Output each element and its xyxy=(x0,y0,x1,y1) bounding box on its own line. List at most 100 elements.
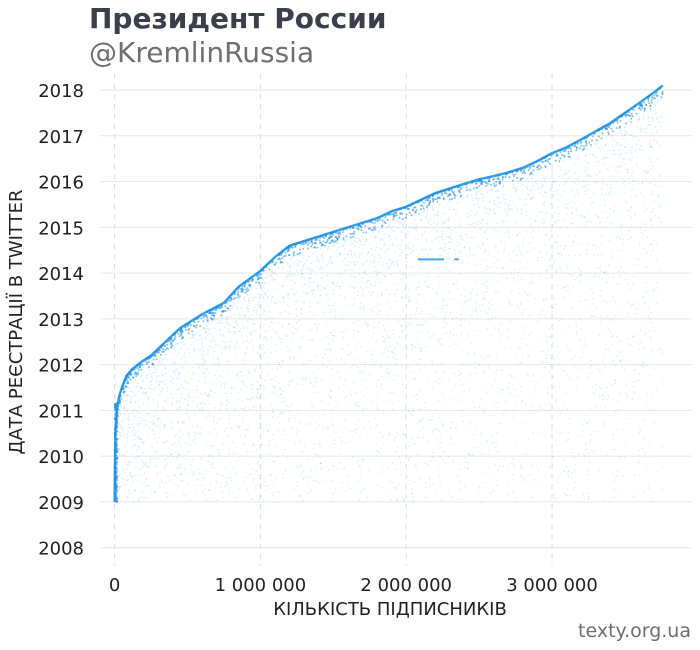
data-point xyxy=(194,442,196,444)
data-point xyxy=(139,438,141,440)
data-point xyxy=(263,310,266,312)
data-point xyxy=(472,187,475,190)
data-point xyxy=(639,429,642,432)
data-point xyxy=(177,371,180,374)
data-point xyxy=(415,209,418,212)
data-point xyxy=(307,292,309,295)
data-point xyxy=(136,373,139,376)
data-point xyxy=(251,299,253,302)
data-point xyxy=(508,204,510,207)
data-point xyxy=(239,370,241,373)
data-point xyxy=(127,465,130,467)
data-point xyxy=(181,393,183,395)
data-point xyxy=(453,261,456,264)
data-point xyxy=(504,208,506,211)
data-point xyxy=(429,485,431,488)
data-point xyxy=(119,431,121,434)
data-point xyxy=(124,414,126,416)
data-point xyxy=(639,305,641,307)
data-point xyxy=(166,387,168,389)
data-point xyxy=(153,388,155,390)
data-point xyxy=(159,381,162,384)
data-point xyxy=(607,133,610,136)
data-point xyxy=(567,475,570,478)
data-point xyxy=(315,328,318,331)
data-point xyxy=(149,421,152,423)
data-point xyxy=(526,188,529,190)
data-point xyxy=(551,451,554,453)
data-point xyxy=(441,230,443,233)
data-point xyxy=(222,382,224,385)
data-point xyxy=(549,336,551,338)
data-point xyxy=(176,485,179,487)
data-point xyxy=(226,316,229,318)
data-point xyxy=(493,262,496,265)
data-point xyxy=(416,307,419,310)
data-point xyxy=(170,393,172,395)
data-point xyxy=(432,200,435,203)
data-point xyxy=(173,361,176,364)
data-point xyxy=(267,429,270,431)
data-point xyxy=(145,484,147,487)
data-point xyxy=(313,290,315,293)
data-point xyxy=(267,304,269,307)
data-point xyxy=(593,452,596,455)
data-point xyxy=(625,392,627,395)
data-point xyxy=(259,303,262,305)
data-point xyxy=(526,186,529,189)
data-point xyxy=(435,237,438,239)
data-point xyxy=(294,417,297,419)
data-point xyxy=(628,209,631,212)
data-point xyxy=(334,334,337,337)
data-point xyxy=(590,146,593,149)
data-point xyxy=(548,277,551,279)
data-point xyxy=(332,281,335,284)
data-point xyxy=(440,343,443,346)
data-point xyxy=(501,334,503,337)
data-point xyxy=(538,279,541,281)
data-point xyxy=(240,307,243,309)
data-point xyxy=(223,387,226,389)
data-point xyxy=(142,442,144,444)
data-point xyxy=(337,403,340,405)
data-point xyxy=(334,487,337,490)
data-point xyxy=(388,236,391,238)
data-point xyxy=(403,229,405,231)
data-point xyxy=(532,394,535,397)
data-point xyxy=(597,430,599,433)
data-point xyxy=(524,325,527,328)
data-point xyxy=(293,301,296,303)
data-point xyxy=(375,443,378,446)
data-point xyxy=(618,392,621,395)
data-point xyxy=(601,158,603,161)
data-point xyxy=(644,211,646,213)
data-point xyxy=(245,410,247,412)
data-point xyxy=(227,321,229,324)
data-point xyxy=(609,166,611,168)
data-point xyxy=(393,230,396,233)
data-point xyxy=(256,380,259,383)
data-point xyxy=(279,422,281,425)
data-point xyxy=(466,375,469,378)
data-point xyxy=(230,392,232,394)
data-point xyxy=(277,416,280,419)
data-point xyxy=(552,342,554,345)
data-point xyxy=(303,445,306,447)
data-point xyxy=(204,361,207,364)
data-point xyxy=(398,483,401,486)
data-point xyxy=(134,457,137,459)
data-point xyxy=(235,452,238,455)
data-point xyxy=(396,283,399,286)
data-point xyxy=(532,247,535,249)
data-point xyxy=(459,373,461,376)
data-point xyxy=(320,254,323,256)
data-point xyxy=(439,436,442,438)
data-point xyxy=(265,489,267,492)
data-point xyxy=(629,287,631,290)
data-point xyxy=(459,249,461,252)
data-point xyxy=(322,260,324,262)
data-point xyxy=(601,277,603,280)
data-point xyxy=(167,358,169,361)
data-point xyxy=(157,425,160,427)
data-point xyxy=(234,344,236,347)
